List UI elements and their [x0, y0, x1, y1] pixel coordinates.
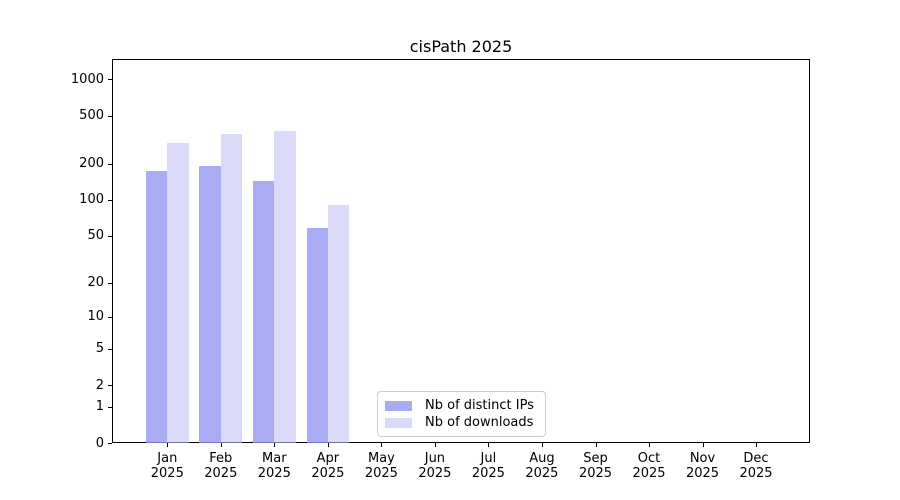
legend-item-downloads: Nb of downloads	[385, 414, 537, 431]
x-tick-mark	[649, 443, 650, 447]
x-tick-month: Apr	[316, 451, 340, 466]
bar-distinct-ips-jan	[145, 170, 168, 443]
x-tick-mark	[274, 443, 276, 447]
y-axis-tick-label: 100	[79, 192, 104, 208]
y-tick-mark	[108, 282, 112, 284]
x-tick-month: Jul	[480, 451, 497, 466]
x-tick-month: May	[367, 451, 395, 466]
x-axis-tick-label: Nov 2025	[673, 451, 733, 481]
y-axis-tick-label: 200	[79, 156, 104, 172]
x-tick-year: 2025	[471, 466, 505, 481]
x-tick-year: 2025	[418, 466, 452, 481]
x-tick-month: Sep	[583, 451, 608, 466]
y-tick-mark	[108, 406, 112, 408]
legend-label-distinct-ips: Nb of distinct IPs	[425, 397, 534, 413]
x-tick-year: 2025	[525, 466, 559, 481]
bar-downloads-feb	[220, 134, 243, 443]
x-axis-tick-label: Aug 2025	[512, 451, 572, 481]
y-axis-tick-label: 1000	[70, 71, 104, 87]
x-tick-year: 2025	[632, 466, 666, 481]
x-axis-tick-label: Jul 2025	[458, 451, 518, 481]
x-tick-year: 2025	[739, 466, 773, 481]
x-tick-year: 2025	[685, 466, 720, 481]
x-tick-mark	[702, 443, 704, 447]
x-tick-mark	[381, 443, 383, 447]
x-tick-month: Jun	[424, 451, 446, 466]
x-tick-year: 2025	[150, 466, 184, 481]
y-axis-tick-label: 50	[87, 228, 104, 244]
legend-label-downloads: Nb of downloads	[425, 414, 534, 430]
y-axis-tick-label: 2	[95, 377, 104, 393]
y-tick-mark	[108, 199, 112, 201]
x-tick-mark	[434, 443, 436, 447]
x-axis-tick-label: Feb 2025	[191, 451, 251, 481]
legend-swatch-downloads	[385, 417, 412, 428]
x-tick-year: 2025	[311, 466, 345, 481]
y-tick-mark	[108, 79, 112, 80]
bar-distinct-ips-mar	[252, 181, 275, 443]
y-tick-mark	[108, 115, 112, 117]
x-tick-mark	[167, 443, 169, 447]
x-tick-year: 2025	[364, 466, 398, 481]
x-tick-mark	[541, 443, 543, 447]
legend-item-distinct-ips: Nb of distinct IPs	[385, 397, 537, 414]
x-axis-tick-label: Mar 2025	[244, 451, 304, 481]
x-tick-month: Nov	[689, 451, 716, 466]
x-tick-mark	[327, 443, 329, 447]
x-tick-month: Jan	[157, 451, 178, 466]
x-tick-year: 2025	[204, 466, 238, 481]
x-axis-tick-label: Jan 2025	[137, 451, 197, 481]
bar-downloads-jan	[167, 143, 189, 443]
y-tick-mark	[108, 235, 112, 237]
x-tick-year: 2025	[257, 466, 291, 481]
chart-title: cisPath 2025	[409, 37, 513, 56]
x-tick-month: Aug	[529, 451, 555, 466]
x-axis-tick-label: May 2025	[351, 451, 411, 481]
x-tick-month: Feb	[209, 451, 233, 466]
x-tick-month: Dec	[743, 451, 769, 466]
y-axis-tick-label: 20	[87, 275, 104, 291]
legend-swatch-distinct-ips	[385, 400, 412, 411]
x-tick-mark	[595, 443, 597, 447]
legend: Nb of distinct IPs Nb of downloads	[377, 391, 546, 437]
bar-downloads-apr	[327, 205, 350, 443]
x-axis-tick-label: Apr 2025	[298, 451, 358, 481]
y-axis-tick-label: 500	[79, 108, 104, 123]
x-tick-mark	[488, 443, 490, 447]
bar-distinct-ips-feb	[199, 165, 221, 443]
x-tick-month: Oct	[637, 451, 661, 466]
y-tick-mark	[108, 385, 112, 387]
y-axis-tick-label: 1	[95, 399, 104, 414]
y-axis-tick-label: 10	[87, 309, 104, 325]
y-tick-mark	[108, 348, 112, 350]
x-tick-year: 2025	[578, 466, 613, 481]
x-tick-mark	[220, 443, 222, 447]
x-axis-tick-label: Sep 2025	[566, 451, 626, 481]
x-tick-mark	[756, 443, 757, 447]
bar-downloads-mar	[274, 130, 296, 443]
bar-distinct-ips-apr	[306, 228, 328, 443]
x-axis-tick-label: Dec 2025	[726, 451, 786, 481]
y-tick-mark	[108, 316, 112, 318]
y-axis-tick-label: 0	[95, 435, 104, 451]
x-tick-month: Mar	[262, 451, 287, 466]
y-axis-tick-label: 5	[95, 341, 104, 357]
x-axis-tick-label: Jun 2025	[405, 451, 465, 481]
x-axis-tick-label: Oct 2025	[619, 451, 679, 481]
y-tick-mark	[108, 443, 112, 444]
y-tick-mark	[108, 163, 112, 165]
